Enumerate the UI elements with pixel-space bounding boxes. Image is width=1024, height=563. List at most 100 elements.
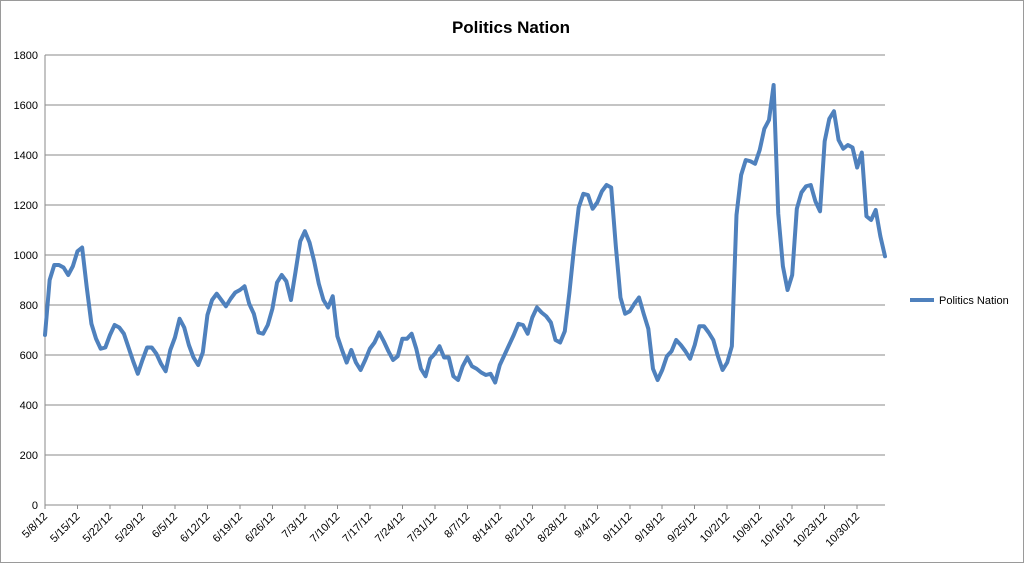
data-point	[294, 269, 298, 273]
data-point	[813, 199, 817, 203]
data-point	[456, 378, 460, 382]
data-point	[89, 322, 93, 326]
data-point	[201, 351, 205, 355]
data-point	[869, 218, 873, 222]
data-point	[489, 372, 493, 376]
data-point	[781, 264, 785, 268]
data-point	[127, 346, 131, 350]
data-point	[275, 281, 279, 285]
data-point	[43, 333, 47, 337]
data-point	[192, 356, 196, 360]
data-point	[150, 346, 154, 350]
data-point	[679, 343, 683, 347]
x-tick-label: 5/8/12	[20, 511, 50, 541]
data-point	[182, 326, 186, 330]
data-point	[526, 332, 530, 336]
data-point	[136, 372, 140, 376]
data-point	[173, 336, 177, 340]
x-tick-label: 8/7/12	[442, 511, 472, 541]
data-point	[799, 191, 803, 195]
data-point	[108, 333, 112, 337]
data-point	[632, 302, 636, 306]
data-point	[266, 323, 270, 327]
data-point	[512, 333, 516, 337]
data-point	[447, 356, 451, 360]
data-point	[382, 339, 386, 343]
y-tick-label: 1000	[14, 250, 38, 262]
gridlines	[44, 54, 885, 506]
data-point	[354, 361, 358, 365]
x-tick-label: 6/12/12	[178, 511, 212, 545]
x-tick-label: 10/23/12	[791, 511, 830, 550]
x-tick-label: 9/4/12	[572, 511, 602, 541]
data-point	[243, 284, 247, 288]
data-point	[331, 294, 335, 298]
data-point	[707, 331, 711, 335]
data-point	[428, 357, 432, 361]
y-tick-label: 200	[20, 450, 38, 462]
data-point	[419, 367, 423, 371]
data-point	[252, 312, 256, 316]
x-tick-label: 6/5/12	[150, 511, 180, 541]
data-point	[215, 292, 219, 296]
data-point	[725, 361, 729, 365]
x-tick-label: 10/2/12	[698, 511, 732, 545]
data-point	[377, 331, 381, 335]
data-point	[145, 346, 149, 350]
data-point	[359, 368, 363, 372]
data-point	[614, 244, 618, 248]
x-tick-label: 8/28/12	[535, 511, 569, 545]
data-point	[711, 338, 715, 342]
data-point	[80, 246, 84, 250]
data-point	[159, 362, 163, 366]
data-point	[656, 378, 660, 382]
data-point	[702, 324, 706, 328]
data-point	[103, 346, 107, 350]
data-point	[396, 354, 400, 358]
data-point	[363, 358, 367, 362]
data-point	[168, 348, 172, 352]
data-point	[498, 363, 502, 367]
x-tick-label: 8/14/12	[470, 511, 504, 545]
data-point	[693, 343, 697, 347]
x-tick-label: 7/31/12	[406, 511, 440, 545]
x-tick-label: 7/24/12	[373, 511, 407, 545]
y-tick-label: 0	[32, 500, 38, 512]
data-point	[317, 282, 321, 286]
y-tick-label: 400	[20, 400, 38, 412]
x-axis-tick-labels: 5/8/125/15/125/22/125/29/12 6/5/126/12/12…	[20, 505, 862, 549]
data-point	[484, 373, 488, 377]
data-point	[470, 364, 474, 368]
data-point	[340, 348, 344, 352]
data-point	[776, 212, 780, 216]
data-point	[535, 306, 539, 310]
x-tick-label: 9/25/12	[665, 511, 699, 545]
data-point	[312, 259, 316, 263]
data-point	[786, 288, 790, 292]
data-point	[368, 347, 372, 351]
data-point	[289, 298, 293, 302]
data-point	[734, 213, 738, 217]
data-point	[131, 359, 135, 363]
data-point	[637, 296, 641, 300]
data-point	[744, 158, 748, 162]
data-point	[563, 329, 567, 333]
data-point	[553, 338, 557, 342]
data-point	[437, 344, 441, 348]
x-tick-label: 5/22/12	[81, 511, 115, 545]
data-point	[595, 201, 599, 205]
data-point	[753, 162, 757, 166]
x-tick-label: 5/15/12	[48, 511, 82, 545]
y-tick-label: 1600	[14, 100, 38, 112]
data-point	[196, 363, 200, 367]
data-point	[730, 344, 734, 348]
data-point	[475, 367, 479, 371]
data-point	[846, 143, 850, 147]
data-point	[883, 254, 887, 258]
y-tick-label: 1800	[14, 50, 38, 62]
data-point	[386, 349, 390, 353]
data-point	[874, 208, 878, 212]
data-point	[451, 374, 455, 378]
series-layer	[43, 83, 887, 385]
